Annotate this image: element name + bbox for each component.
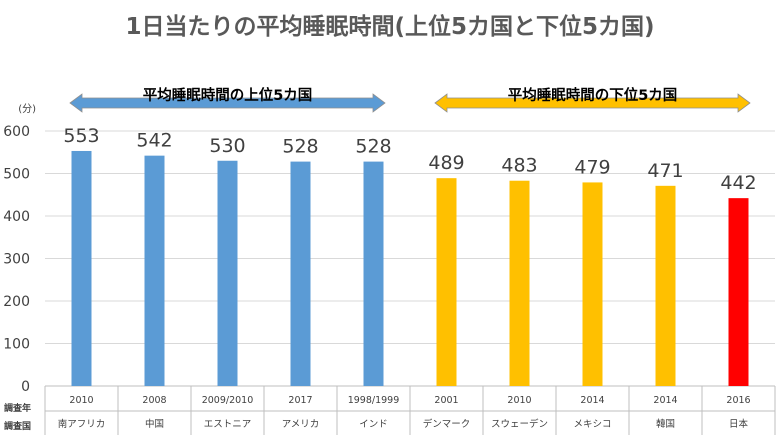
country-label: エストニア (204, 419, 252, 430)
band-arrow (69, 93, 386, 113)
survey-year-label: 2010 (69, 395, 93, 406)
country-label: デンマーク (423, 418, 471, 430)
y-tick-label: 300 (3, 252, 30, 268)
survey-year-label: 2008 (142, 395, 166, 406)
bar (144, 155, 165, 386)
band-label: 平均睡眠時間の下位5カ国 (508, 86, 678, 104)
survey-year-label: 2010 (507, 395, 531, 406)
y-tick-label: 600 (3, 124, 30, 140)
survey-year-label: 2017 (288, 395, 312, 406)
bar (655, 185, 676, 386)
y-axis-ticks: 0 100 200 300 400 500 600 (3, 124, 30, 395)
data-label: 553 (63, 125, 99, 147)
bar (582, 182, 603, 386)
y-tick-label: 400 (3, 209, 30, 225)
country-label: アメリカ (282, 419, 320, 430)
band-arrow (434, 93, 751, 113)
y-tick-label: 100 (3, 337, 30, 353)
country-label: 中国 (145, 418, 164, 430)
group-bands: 平均睡眠時間の上位5カ国 平均睡眠時間の下位5カ国 (69, 86, 751, 113)
gridlines (45, 130, 775, 387)
data-label: 489 (428, 152, 464, 174)
survey-year-label: 2014 (653, 395, 677, 406)
country-label: メキシコ (573, 419, 611, 430)
data-label: 528 (282, 136, 318, 158)
y-tick-label: 200 (3, 294, 30, 310)
bar (509, 180, 530, 386)
bar (217, 160, 238, 386)
row-header-year: 調査年 (4, 402, 31, 414)
y-tick-label: 500 (3, 167, 30, 183)
data-label: 542 (136, 130, 172, 152)
y-tick-label: 0 (21, 379, 30, 395)
country-label: インド (359, 419, 388, 430)
country-label: 日本 (729, 418, 749, 430)
survey-year-label: 2009/2010 (202, 395, 254, 406)
bar (728, 198, 749, 386)
survey-year-label: 2001 (434, 395, 458, 406)
data-label: 471 (647, 160, 683, 182)
bar (363, 161, 384, 386)
country-label: 南アフリカ (58, 418, 106, 430)
country-label: 韓国 (656, 419, 675, 430)
bar (71, 150, 92, 386)
data-label: 479 (574, 156, 610, 178)
y-axis-unit: (分) (18, 103, 36, 115)
data-label: 483 (501, 155, 537, 177)
row-header-country: 調査国 (4, 420, 31, 432)
data-label: 442 (720, 172, 756, 194)
bar (290, 161, 311, 386)
bars: 553 542 530 528 528 489 483 479 471 442 (63, 125, 757, 386)
data-label: 530 (209, 135, 245, 157)
band-label: 平均睡眠時間の上位5カ国 (143, 86, 313, 104)
bar (436, 178, 457, 386)
data-label: 528 (355, 136, 391, 158)
survey-year-label: 2016 (726, 395, 750, 406)
survey-year-label: 1998/1999 (348, 395, 400, 406)
category-table: 2010 2008 2009/2010 2017 1998/1999 2001 2010 20… (44, 386, 776, 435)
chart-title: 1日当たりの平均睡眠時間(上位5カ国と下位5カ国) (125, 13, 654, 40)
survey-year-label: 2014 (580, 395, 604, 406)
country-label: スウェーデン (491, 418, 548, 430)
